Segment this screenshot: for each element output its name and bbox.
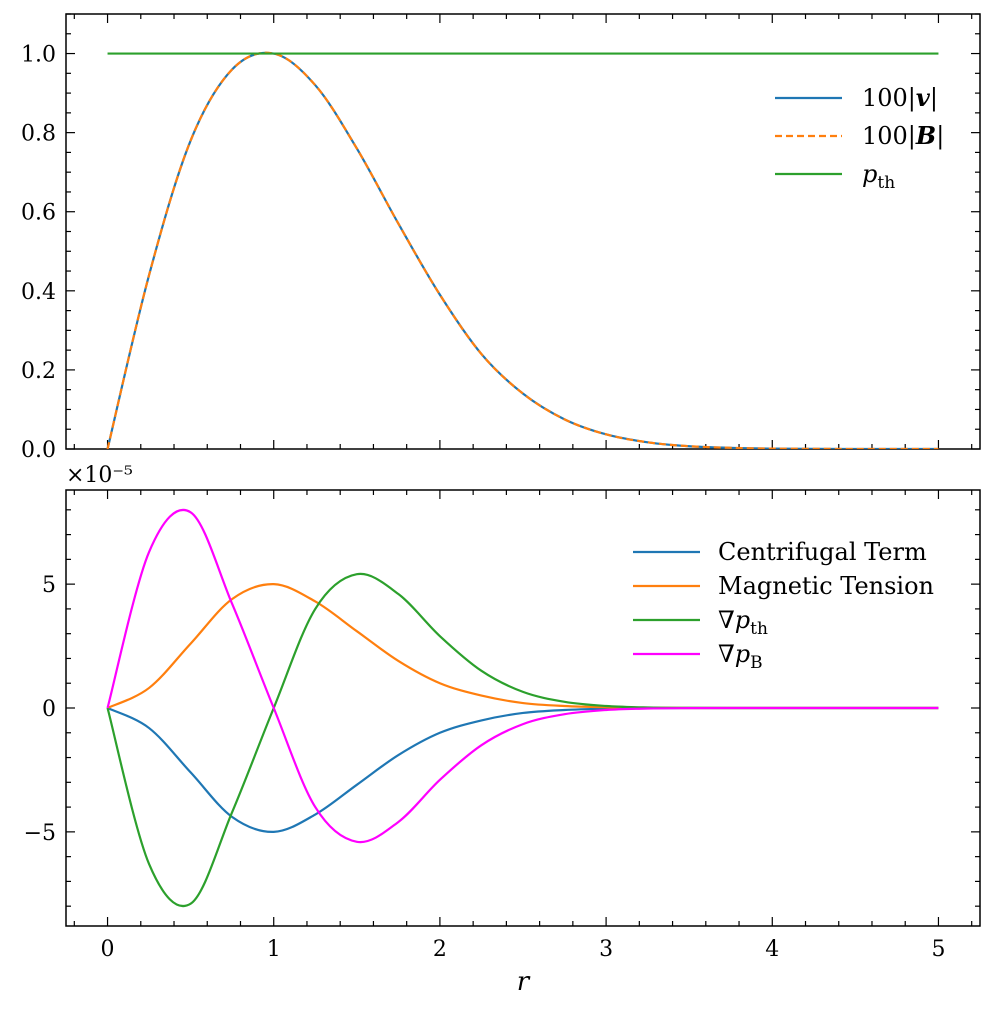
y-tick-label: −5	[24, 821, 56, 846]
legend-label: 100|B|	[862, 121, 944, 151]
legend: Centrifugal Term Magnetic Tension ∇pth∇pB	[633, 538, 934, 673]
legend: 100|v| 100|B| pth	[775, 83, 944, 193]
legend-label: pth	[862, 160, 895, 193]
y-tick-label: 5	[42, 573, 56, 598]
x-tick-label: 4	[765, 937, 779, 962]
x-tick-label: 0	[101, 937, 115, 962]
y-tick-label: 1.0	[21, 43, 56, 68]
y-tick-label: 0	[42, 697, 56, 722]
y-tick-label: 0.0	[21, 438, 56, 463]
top-panel: 0.0 0.2 0.4 0.6 0.8 1.0 100|v| 100|B| pth	[21, 13, 981, 463]
legend-label: Magnetic Tension	[718, 572, 934, 600]
legend-label: ∇pth	[718, 606, 768, 639]
series-line-100-v-	[106, 51, 939, 449]
y-tick-label: 0.6	[21, 201, 56, 226]
x-tick-label: 2	[433, 937, 447, 962]
bottom-panel: 0 1 2 3 4 5 −5 0 5 ×10⁻⁵ r Centrifugal Term Magnetic…	[24, 463, 981, 997]
y-offset-label: ×10⁻⁵	[66, 463, 133, 488]
y-tick-label: 0.8	[21, 122, 56, 147]
axes-frame	[65, 13, 981, 450]
legend-label: Centrifugal Term	[718, 538, 927, 566]
series-line--p-th	[106, 572, 939, 908]
x-tick-label: 3	[599, 937, 613, 962]
series-line-100-b-	[106, 51, 939, 449]
y-tick-label: 0.4	[21, 280, 56, 305]
legend-label: ∇pB	[718, 640, 763, 673]
x-tick-label: 1	[267, 937, 281, 962]
legend-label: 100|v|	[862, 83, 938, 113]
x-axis-label: r	[517, 967, 531, 997]
x-tick-label: 5	[931, 937, 945, 962]
y-tick-label: 0.2	[21, 359, 56, 384]
series-line--p-b	[106, 508, 939, 844]
